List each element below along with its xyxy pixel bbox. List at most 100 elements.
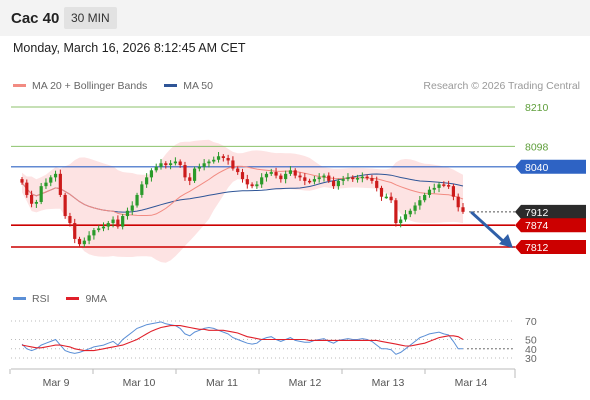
legend-rsi: RSI bbox=[13, 293, 50, 305]
legend-rsi-ma-swatch bbox=[66, 296, 80, 300]
candles bbox=[20, 152, 465, 247]
price-label-7912: 7912 bbox=[525, 207, 549, 219]
legend-rsi-ma-label: 9MA bbox=[85, 293, 108, 305]
candle-body bbox=[384, 196, 388, 199]
candle-body bbox=[322, 175, 326, 178]
candle-body bbox=[284, 173, 288, 180]
candle-body bbox=[312, 179, 317, 182]
candle-body bbox=[423, 194, 427, 201]
candle-body bbox=[317, 177, 321, 180]
candle-body bbox=[269, 172, 273, 174]
bollinger-band bbox=[22, 139, 463, 263]
candle-body bbox=[53, 173, 58, 178]
x-tick-label: Mar 9 bbox=[43, 377, 70, 389]
candle-body bbox=[437, 184, 441, 188]
candle-body bbox=[207, 161, 211, 164]
candle-body bbox=[389, 196, 393, 201]
candle-body bbox=[442, 184, 446, 186]
candle-body bbox=[121, 216, 125, 227]
price-tag-7812 bbox=[515, 240, 586, 254]
x-tick-label: Mar 13 bbox=[372, 377, 405, 389]
candle-body bbox=[447, 185, 451, 187]
legend-ma20-label: MA 20 + Bollinger Bands bbox=[32, 80, 148, 92]
x-tick-label: Mar 11 bbox=[206, 377, 238, 389]
candle-body bbox=[188, 177, 192, 181]
levels-layer bbox=[11, 106, 515, 248]
legend-ma50: MA 50 bbox=[164, 80, 213, 92]
timeframe-button[interactable]: 30 MIN bbox=[64, 7, 117, 29]
candle-body bbox=[308, 180, 312, 183]
ma20-line bbox=[21, 165, 464, 216]
candle-body bbox=[341, 179, 345, 181]
price-label-7874: 7874 bbox=[525, 220, 549, 232]
candle-body bbox=[145, 177, 149, 185]
price-label-8040: 8040 bbox=[525, 162, 549, 174]
candle-body bbox=[303, 177, 307, 181]
candle-body bbox=[274, 172, 278, 176]
candle-body bbox=[375, 180, 379, 188]
candle-body bbox=[456, 196, 460, 208]
candle-body bbox=[34, 201, 38, 204]
legend-ma20-swatch bbox=[13, 83, 26, 87]
candle-body bbox=[116, 219, 120, 227]
rsi-line bbox=[21, 321, 463, 355]
candle-body bbox=[130, 205, 134, 211]
candle-body bbox=[370, 178, 374, 181]
rsi-tick-50: 50 bbox=[525, 335, 537, 347]
candle-body bbox=[360, 176, 364, 179]
candle-body bbox=[355, 178, 360, 180]
legend-rsi-label: RSI bbox=[32, 293, 50, 305]
rsi-tick-70: 70 bbox=[525, 316, 537, 328]
candle-body bbox=[221, 156, 225, 159]
candle-body bbox=[264, 173, 269, 178]
candle-body bbox=[77, 238, 82, 245]
candle-body bbox=[58, 173, 62, 195]
candle-body bbox=[111, 219, 115, 224]
candle-body bbox=[135, 194, 139, 206]
legend-ma50-swatch bbox=[164, 83, 178, 87]
candle-body bbox=[106, 223, 110, 227]
candle-body bbox=[92, 230, 96, 236]
timestamp: Monday, March 16, 2026 8:12:45 AM CET bbox=[13, 41, 246, 55]
candle-body bbox=[298, 175, 302, 178]
moving-averages bbox=[21, 165, 464, 216]
candle-body bbox=[25, 182, 29, 195]
rsi-ma-line bbox=[21, 325, 464, 352]
candle-body bbox=[68, 216, 72, 224]
candle-body bbox=[29, 194, 34, 204]
main-legend: MA 20 + Bollinger Bands MA 50 bbox=[13, 80, 227, 92]
candle-body bbox=[408, 210, 412, 215]
price-tag-8040 bbox=[515, 159, 586, 174]
candle-body bbox=[49, 177, 53, 183]
candle-body bbox=[240, 172, 245, 180]
candle-body bbox=[336, 180, 340, 187]
candle-body bbox=[87, 235, 91, 241]
rsi-tick-40: 40 bbox=[525, 344, 537, 356]
price-label-8210: 8210 bbox=[525, 102, 549, 114]
candle-body bbox=[178, 161, 182, 166]
candle-body bbox=[250, 184, 254, 187]
price-tag-7912 bbox=[515, 204, 586, 219]
price-label-8098: 8098 bbox=[525, 141, 549, 153]
candle-body bbox=[44, 182, 48, 187]
x-tick-label: Mar 12 bbox=[289, 377, 322, 389]
candle-body bbox=[154, 166, 158, 171]
candle-body bbox=[212, 159, 216, 162]
candle-body bbox=[63, 194, 67, 217]
legend-rsi-ma: 9MA bbox=[66, 293, 107, 305]
candle-body bbox=[327, 175, 331, 181]
arrow-head bbox=[499, 234, 513, 248]
x-tick-label: Mar 10 bbox=[123, 377, 156, 389]
candle-body bbox=[140, 184, 144, 195]
candle-body bbox=[101, 226, 106, 229]
symbol-title: Cac 40 bbox=[11, 10, 60, 27]
legend-ma50-label: MA 50 bbox=[183, 80, 213, 92]
candle-body bbox=[260, 177, 264, 185]
candle-body bbox=[403, 214, 408, 220]
candle-body bbox=[379, 187, 384, 197]
candle-body bbox=[202, 163, 206, 167]
chart-header: Cac 40 30 MIN bbox=[0, 0, 590, 36]
x-tick-label: Mar 14 bbox=[455, 377, 488, 389]
